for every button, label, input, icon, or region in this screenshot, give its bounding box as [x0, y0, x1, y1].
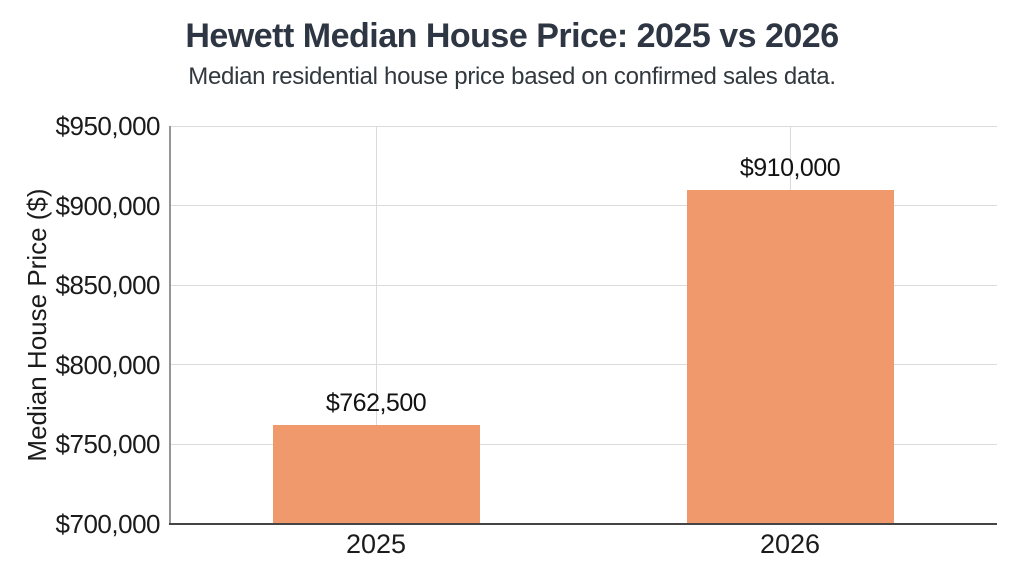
- y-axis-label: Median House Price ($): [22, 188, 52, 462]
- v-gridline-2025: [375, 126, 377, 524]
- y-tick-label-700000: $700,000: [55, 509, 161, 539]
- chart-title: Hewett Median House Price: 2025 vs 2026: [185, 17, 839, 55]
- y-axis-spine: [169, 126, 171, 524]
- y-tick-label-950000: $950,000: [55, 111, 161, 141]
- h-gridline-750000: [169, 443, 997, 445]
- bar-2025: [272, 424, 480, 524]
- y-tick-label-850000: $850,000: [55, 270, 161, 301]
- chart-subtitle: Median residential house price based on …: [188, 63, 836, 90]
- h-gridline-900000: [169, 205, 997, 207]
- h-gridline-800000: [169, 364, 997, 366]
- h-gridline-950000: [169, 125, 997, 127]
- x-tick-label-2025: 2025: [345, 529, 407, 559]
- bar-value-label-2025: $762,500: [325, 388, 427, 417]
- x-axis-spine: [169, 523, 997, 525]
- y-tick-label-750000: $750,000: [55, 429, 161, 460]
- bar-2026: [686, 189, 894, 524]
- bar-value-label-2026: $910,000: [739, 153, 841, 182]
- y-tick-label-900000: $900,000: [55, 190, 161, 221]
- x-tick-label-2026: 2026: [759, 529, 821, 559]
- plot-area: [169, 125, 997, 525]
- y-tick-label-800000: $800,000: [55, 349, 161, 380]
- h-gridline-850000: [169, 284, 997, 286]
